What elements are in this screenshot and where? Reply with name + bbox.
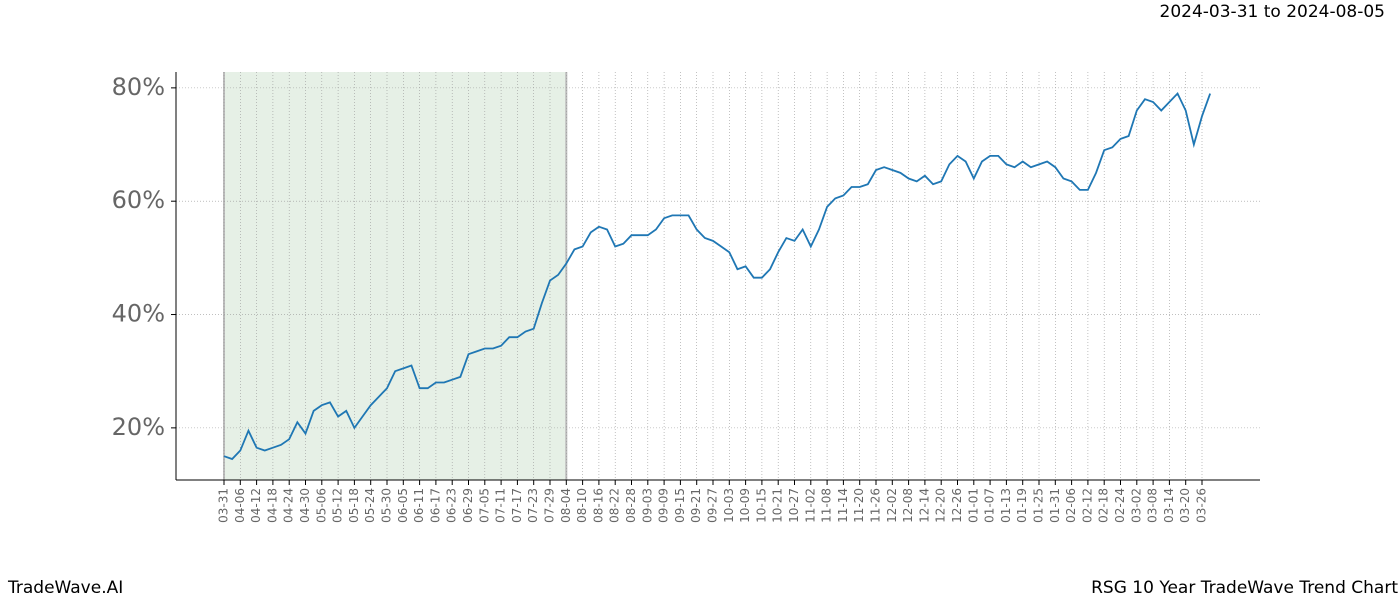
x-tick-label: 03-08 <box>1146 488 1160 523</box>
x-tick-label: 08-10 <box>575 488 589 523</box>
x-tick-label: 04-18 <box>265 488 279 523</box>
x-tick-label: 09-03 <box>640 488 654 523</box>
chart-title: 2024-03-31 to 2024-08-05 <box>1160 2 1385 22</box>
x-tick-label: 11-02 <box>803 488 817 523</box>
highlight-region <box>224 72 567 480</box>
x-tick-label: 03-14 <box>1162 488 1176 523</box>
x-tick-label: 03-31 <box>217 488 231 523</box>
x-tick-label: 05-12 <box>331 488 345 523</box>
footer-left: TradeWave.AI <box>7 578 123 598</box>
x-tick-label: 12-08 <box>901 488 915 523</box>
x-tick-label: 03-20 <box>1178 488 1192 523</box>
x-tick-label: 02-18 <box>1097 488 1111 523</box>
x-tick-label: 11-08 <box>820 488 834 523</box>
x-tick-label: 05-18 <box>347 488 361 523</box>
x-tick-label: 06-17 <box>428 488 442 523</box>
x-tick-label: 04-06 <box>233 488 247 523</box>
x-tick-label: 10-03 <box>722 488 736 523</box>
x-tick-label: 01-19 <box>1015 488 1029 523</box>
x-tick-label: 02-12 <box>1080 488 1094 523</box>
y-tick-label: 40% <box>112 300 165 328</box>
x-tick-label: 10-09 <box>738 488 752 523</box>
x-tick-label: 07-17 <box>510 488 524 523</box>
x-tick-label: 12-14 <box>917 488 931 523</box>
x-tick-label: 05-06 <box>314 488 328 523</box>
x-tick-label: 11-26 <box>869 488 883 523</box>
x-tick-label: 04-12 <box>249 488 263 523</box>
x-tick-label: 01-07 <box>983 488 997 523</box>
x-tick-label: 12-20 <box>934 488 948 523</box>
x-tick-label: 09-09 <box>657 488 671 523</box>
x-tick-label: 11-20 <box>852 488 866 523</box>
x-tick-label: 10-15 <box>754 488 768 523</box>
x-tick-label: 01-01 <box>966 488 980 523</box>
x-tick-label: 07-05 <box>477 488 491 523</box>
x-tick-label: 07-11 <box>494 488 508 523</box>
x-tick-label: 02-24 <box>1113 488 1127 523</box>
x-tick-label: 01-25 <box>1032 488 1046 523</box>
x-tick-label: 11-14 <box>836 488 850 523</box>
x-tick-label: 03-02 <box>1129 488 1143 523</box>
x-tick-label: 09-21 <box>689 488 703 523</box>
x-tick-label: 08-22 <box>608 488 622 523</box>
x-tick-label: 08-28 <box>624 488 638 523</box>
footer-right: RSG 10 Year TradeWave Trend Chart <box>1091 578 1398 598</box>
x-tick-label: 10-27 <box>787 488 801 523</box>
x-tick-label: 01-13 <box>999 488 1013 523</box>
x-tick-label: 08-16 <box>591 488 605 523</box>
trend-line <box>223 91 1211 461</box>
x-tick-label: 06-05 <box>396 488 410 523</box>
x-tick-label: 12-02 <box>885 488 899 523</box>
x-tick-label: 08-04 <box>559 488 573 523</box>
x-tick-label: 02-06 <box>1064 488 1078 523</box>
x-tick-label: 01-31 <box>1048 488 1062 523</box>
y-tick-label: 80% <box>112 73 165 101</box>
x-tick-label: 03-26 <box>1195 488 1209 523</box>
plot-area: 20% 40% 60% 80% 03-31 04-06 04-12 04-18 04-24 04-… <box>112 72 1260 523</box>
x-tick-label: 06-23 <box>445 488 459 523</box>
x-tick-label: 07-29 <box>543 488 557 523</box>
x-tick-label: 07-23 <box>526 488 540 523</box>
x-tick-label: 05-30 <box>380 488 394 523</box>
x-tick-label: 06-11 <box>412 488 426 523</box>
x-tick-label: 04-30 <box>298 488 312 523</box>
x-tick-label: 09-27 <box>706 488 720 523</box>
y-tick-label: 60% <box>112 186 165 214</box>
x-tick-label: 06-29 <box>461 488 475 523</box>
x-tick-label: 10-21 <box>771 488 785 523</box>
x-tick-label: 09-15 <box>673 488 687 523</box>
y-tick-label: 20% <box>112 413 165 441</box>
x-tick-label: 12-26 <box>950 488 964 523</box>
x-tick-label: 04-24 <box>282 488 296 523</box>
x-tick-label: 05-24 <box>363 488 377 523</box>
